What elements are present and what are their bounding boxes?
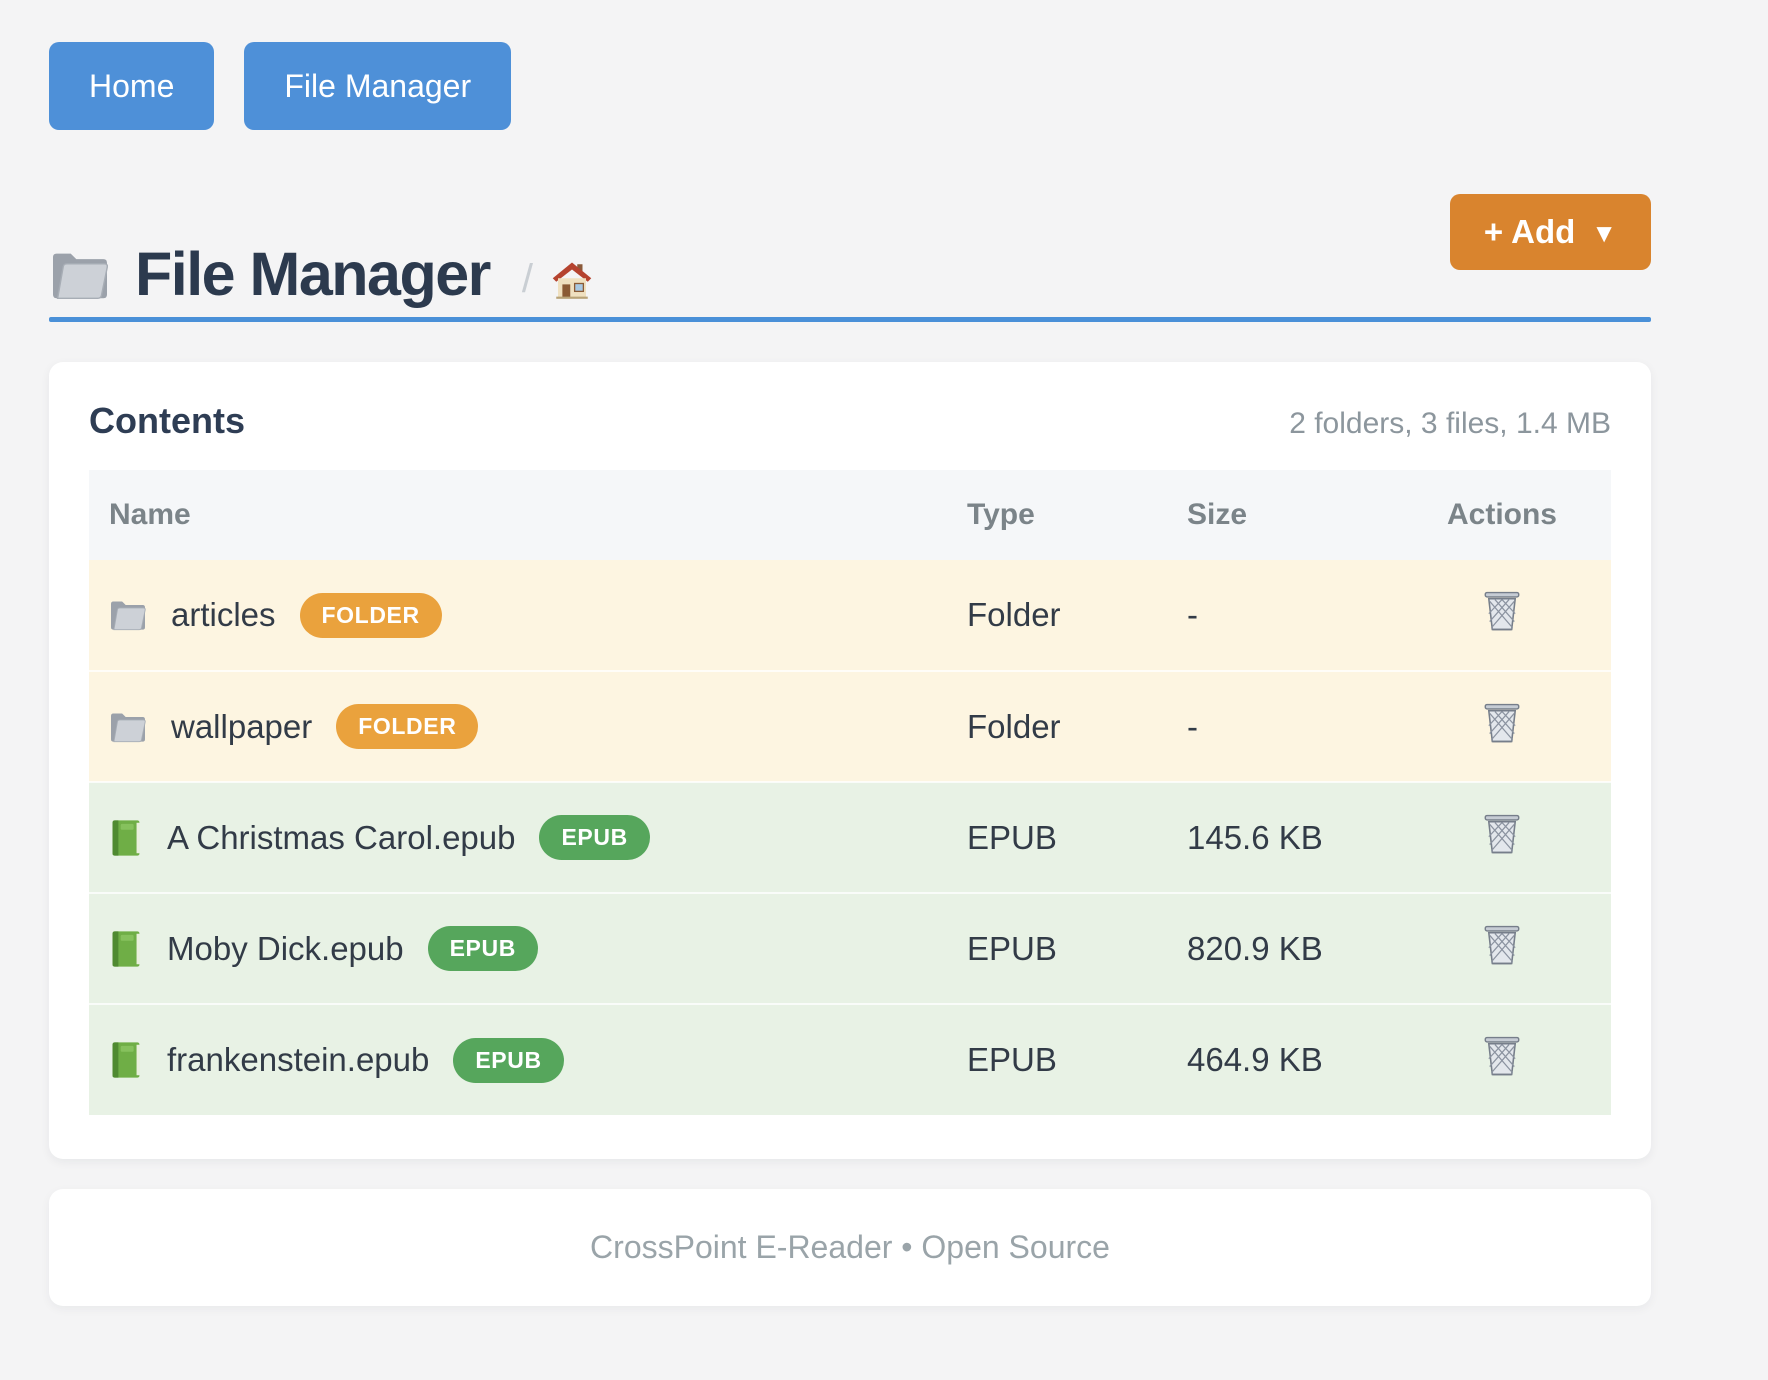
file-name: articles (171, 596, 276, 633)
type-cell: EPUB (967, 818, 1057, 856)
book-icon (112, 819, 140, 856)
header-divider (49, 317, 1651, 322)
contents-card-header: Contents 2 folders, 3 files, 1.4 MB (89, 400, 1611, 442)
add-button-label: + Add (1483, 213, 1576, 250)
type-badge: EPUB (539, 815, 650, 860)
size-cell: - (1187, 707, 1198, 745)
breadcrumb: / (522, 257, 593, 302)
page-header: File Manager / + Add ▼ (49, 194, 1651, 305)
trash-icon (1483, 1036, 1520, 1076)
footer-card: CrossPoint E-Reader • Open Source (49, 1189, 1651, 1306)
trash-icon (1483, 925, 1520, 964)
trash-icon (1483, 591, 1520, 631)
top-nav: Home File Manager (49, 0, 1651, 130)
type-badge: EPUB (453, 1037, 564, 1083)
contents-card: Contents 2 folders, 3 files, 1.4 MB Name… (49, 362, 1651, 1159)
folder-icon (110, 712, 146, 742)
type-badge: FOLDER (299, 592, 442, 638)
table-row[interactable]: articles FOLDER Folder - (89, 560, 1611, 671)
trash-icon (1483, 814, 1520, 853)
caret-down-icon: ▼ (1591, 217, 1617, 248)
contents-title: Contents (89, 400, 245, 441)
nav-button-home[interactable]: Home (49, 42, 215, 130)
title-group: File Manager / (49, 244, 593, 305)
delete-button[interactable] (1482, 701, 1522, 745)
column-header-size: Size (1187, 498, 1248, 531)
delete-button[interactable] (1482, 589, 1522, 633)
folder-icon (110, 601, 146, 631)
file-table: Name Type Size Actions articles FOLDER F… (89, 470, 1611, 1115)
trash-icon (1483, 703, 1520, 742)
delete-button[interactable] (1482, 1034, 1522, 1078)
size-cell: 145.6 KB (1187, 818, 1323, 856)
type-cell: EPUB (967, 1041, 1057, 1078)
size-cell: - (1187, 596, 1198, 633)
file-name: Moby Dick.epub (167, 929, 404, 967)
type-badge: FOLDER (336, 704, 479, 749)
file-name: wallpaper (171, 707, 313, 745)
table-row[interactable]: frankenstein.epub EPUB EPUB 464.9 KB (89, 1004, 1611, 1115)
file-name: A Christmas Carol.epub (167, 818, 516, 856)
page-container: Home File Manager File Manager / + Add ▼… (49, 0, 1651, 1306)
table-row[interactable]: wallpaper FOLDER Folder - (89, 671, 1611, 782)
page-title: File Manager (135, 240, 491, 308)
book-icon (112, 1042, 140, 1078)
type-cell: Folder (967, 707, 1061, 745)
table-row[interactable]: A Christmas Carol.epub EPUB EPUB 145.6 K… (89, 782, 1611, 893)
column-header-type: Type (967, 498, 1035, 531)
add-button[interactable]: + Add ▼ (1449, 194, 1651, 270)
delete-button[interactable] (1482, 923, 1522, 967)
table-row[interactable]: Moby Dick.epub EPUB EPUB 820.9 KB (89, 893, 1611, 1004)
nav-button-file-manager[interactable]: File Manager (244, 42, 512, 130)
footer-text: CrossPoint E-Reader • Open Source (590, 1229, 1110, 1265)
type-badge: EPUB (427, 926, 538, 971)
contents-summary: 2 folders, 3 files, 1.4 MB (1289, 407, 1611, 440)
book-icon (112, 930, 140, 967)
table-body: articles FOLDER Folder - wallpaper FOLDE… (89, 560, 1611, 1115)
file-name: frankenstein.epub (167, 1041, 430, 1078)
delete-button[interactable] (1482, 812, 1522, 856)
column-header-name: Name (109, 498, 191, 531)
size-cell: 464.9 KB (1187, 1041, 1323, 1078)
table-header-row: Name Type Size Actions (89, 470, 1611, 560)
house-icon[interactable] (551, 260, 593, 300)
breadcrumb-separator: / (521, 257, 534, 301)
column-header-actions: Actions (1446, 498, 1557, 531)
type-cell: Folder (967, 596, 1061, 633)
type-cell: EPUB (967, 929, 1057, 967)
size-cell: 820.9 KB (1187, 929, 1323, 967)
folder-icon (52, 252, 109, 299)
